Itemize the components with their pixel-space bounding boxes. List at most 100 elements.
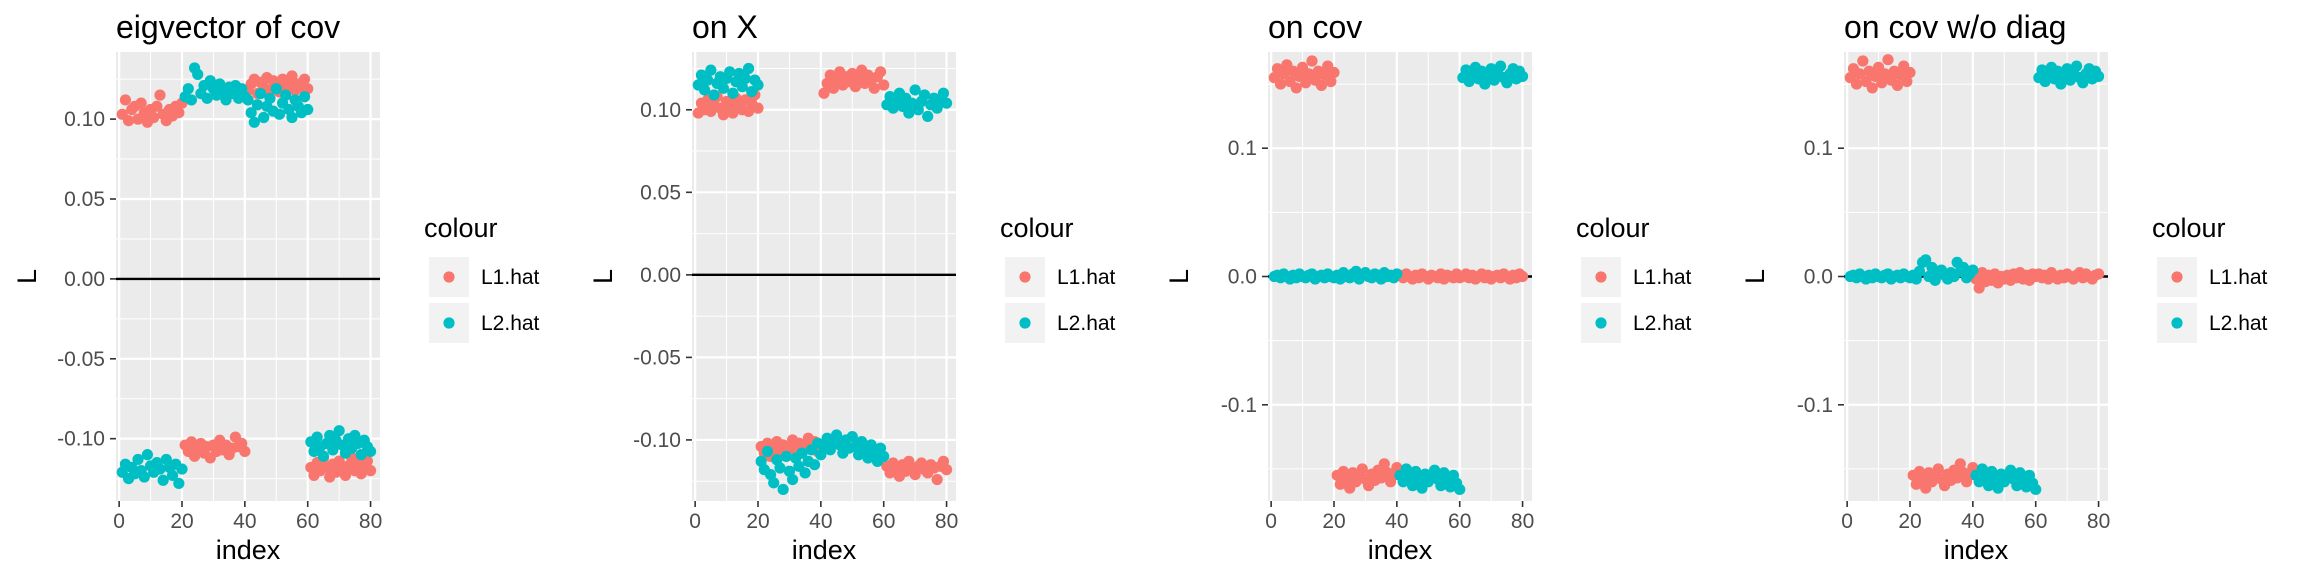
data-point	[141, 449, 154, 461]
data-point	[1290, 82, 1302, 94]
y-axis-title: L	[1740, 269, 1770, 284]
y-tick-label: 0.00	[640, 264, 681, 287]
data-point	[1356, 463, 1368, 475]
data-point	[1920, 254, 1932, 266]
data-point	[1516, 70, 1529, 82]
data-point	[818, 87, 830, 99]
data-point	[1479, 78, 1491, 90]
data-point	[148, 111, 160, 124]
data-point	[1428, 464, 1441, 476]
chart-panel-2: 0 20 40 60 80 -0.10 -0.05 0.00 0.05 0.10 on X index…	[588, 9, 1116, 565]
chart-title: on X	[692, 9, 758, 45]
data-point	[799, 467, 811, 479]
legend-label: L2.hat	[1633, 312, 1692, 335]
y-tick-label: 0.00	[64, 268, 105, 291]
data-point	[1391, 268, 1403, 280]
y-tick-label: 0.0	[1228, 266, 1257, 289]
data-point	[918, 89, 931, 101]
data-point	[138, 471, 150, 483]
data-point	[1876, 77, 1888, 89]
y-tick-label: -0.05	[57, 348, 105, 371]
data-point	[1274, 78, 1287, 90]
legend: colour L1.hat L2.hat	[2152, 213, 2268, 343]
y-tick-label: 0.10	[64, 108, 105, 131]
x-tick-label: 60	[2024, 510, 2047, 533]
data-point	[937, 87, 950, 99]
legend-swatch	[1595, 317, 1607, 329]
legend-title: colour	[2152, 213, 2226, 243]
x-tick-label: 40	[1961, 510, 1984, 533]
data-point	[242, 94, 254, 106]
data-point	[922, 110, 934, 122]
data-point	[248, 116, 260, 128]
series-l2-hat	[116, 62, 377, 490]
data-point	[2055, 78, 2067, 90]
series-l2-hat	[1268, 60, 1529, 496]
data-point	[1904, 66, 1916, 79]
data-point	[2004, 464, 2017, 476]
data-point	[1454, 483, 1466, 496]
series-l2-hat	[692, 62, 953, 496]
data-point	[1866, 82, 1878, 94]
x-tick-label: 0	[1265, 510, 1277, 533]
data-point	[286, 111, 298, 124]
data-point	[1306, 55, 1318, 67]
legend-swatch	[1019, 271, 1031, 283]
data-point	[1400, 463, 1412, 475]
y-tick-label: 0.10	[640, 99, 681, 122]
y-tick-label: 0.0	[1804, 266, 1833, 289]
data-point	[258, 111, 270, 124]
data-point	[201, 92, 213, 104]
x-tick-label: 20	[746, 510, 769, 533]
legend-label: L1.hat	[1633, 266, 1692, 289]
data-point	[1315, 79, 1328, 91]
data-point	[727, 107, 739, 119]
data-point	[264, 92, 276, 104]
data-point	[752, 79, 764, 91]
data-point	[698, 84, 711, 96]
legend-swatch	[1595, 271, 1607, 283]
data-point	[931, 473, 943, 486]
y-tick-label: -0.05	[633, 346, 681, 369]
data-point	[717, 109, 730, 121]
data-point	[270, 83, 282, 95]
data-point	[940, 464, 953, 476]
data-point	[1976, 463, 1988, 475]
data-point	[192, 68, 204, 80]
y-tick-label: 0.1	[1804, 137, 1833, 160]
data-point	[786, 473, 799, 486]
data-point	[280, 89, 292, 101]
data-point	[239, 445, 251, 458]
data-point	[176, 463, 188, 475]
x-axis-title: index	[216, 535, 281, 565]
data-point	[135, 97, 147, 109]
legend-label: L1.hat	[2209, 266, 2268, 289]
data-point	[774, 462, 786, 474]
legend-swatch	[2171, 271, 2183, 283]
data-point	[298, 73, 311, 85]
data-point	[1891, 79, 1904, 91]
data-point	[878, 450, 890, 463]
legend-title: colour	[1576, 213, 1650, 243]
data-point	[940, 97, 953, 109]
data-point	[717, 82, 730, 94]
data-point	[1494, 60, 1507, 72]
data-point	[327, 444, 339, 456]
data-point	[298, 91, 311, 103]
data-point	[154, 89, 166, 101]
x-tick-label: 40	[1385, 510, 1408, 533]
data-point	[245, 107, 257, 119]
data-point	[708, 89, 720, 101]
data-point	[339, 469, 352, 482]
x-tick-label: 60	[872, 510, 895, 533]
x-tick-label: 0	[113, 510, 125, 533]
data-point	[273, 108, 286, 120]
data-point	[761, 445, 774, 458]
x-tick-label: 40	[233, 510, 256, 533]
data-point	[868, 82, 880, 94]
data-point	[317, 450, 330, 462]
data-point	[173, 107, 185, 119]
legend-title: colour	[424, 213, 498, 243]
chart-title: on cov	[1268, 9, 1362, 45]
data-point	[874, 66, 887, 78]
